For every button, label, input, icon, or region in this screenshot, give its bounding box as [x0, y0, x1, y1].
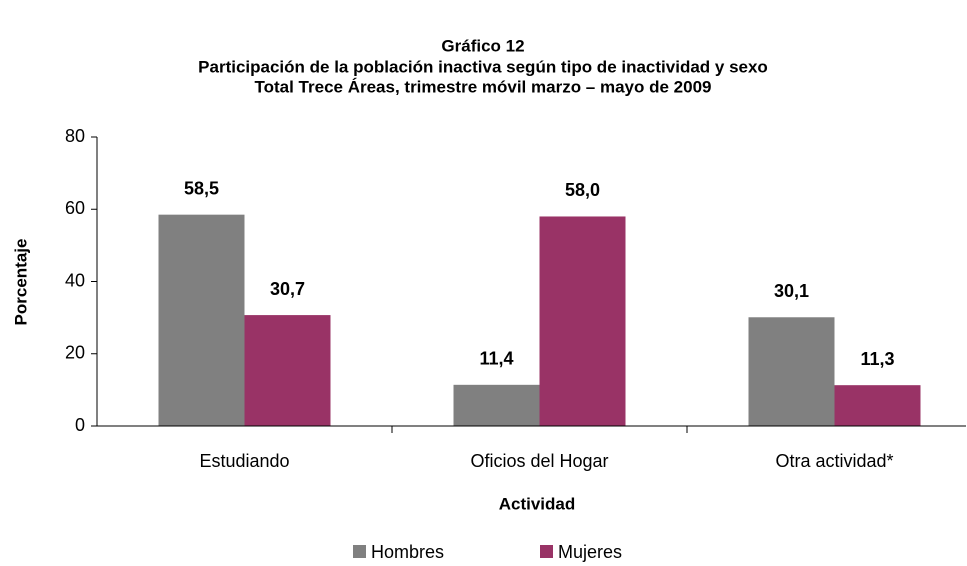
- legend-label: Mujeres: [558, 542, 622, 562]
- value-label: 58,5: [184, 178, 219, 198]
- value-label: 58,0: [565, 180, 600, 200]
- y-tick-label: 60: [65, 198, 85, 218]
- y-tick-label: 40: [65, 270, 85, 290]
- legend-swatch: [540, 545, 553, 558]
- value-label: 30,1: [774, 281, 809, 301]
- value-label: 11,3: [860, 349, 894, 369]
- x-tick-label: Estudiando: [199, 451, 289, 471]
- bar: [748, 317, 835, 426]
- x-axis-label: Actividad: [499, 494, 576, 513]
- bar: [453, 384, 540, 426]
- y-tick-label: 0: [75, 415, 85, 435]
- y-tick-label: 80: [65, 126, 85, 146]
- chart-subtitle: Participación de la población inactiva s…: [198, 57, 768, 76]
- value-label: 30,7: [270, 279, 305, 299]
- bar: [158, 214, 245, 426]
- legend-label: Hombres: [371, 542, 444, 562]
- chart-subtitle: Total Trece Áreas, trimestre móvil marzo…: [254, 77, 711, 96]
- bar: [244, 315, 331, 426]
- y-axis-label: Porcentaje: [11, 239, 30, 326]
- value-label: 11,4: [479, 349, 513, 369]
- x-tick-label: Otra actividad*: [775, 451, 893, 471]
- y-tick-label: 20: [65, 343, 85, 363]
- chart-title: Gráfico 12: [441, 36, 524, 55]
- legend-swatch: [353, 545, 366, 558]
- x-tick-label: Oficios del Hogar: [470, 451, 608, 471]
- bar: [834, 385, 921, 426]
- bar: [539, 216, 626, 426]
